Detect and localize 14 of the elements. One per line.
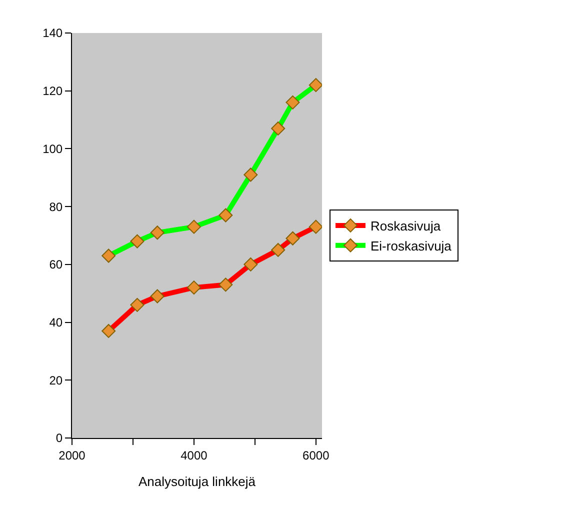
legend-label: Roskasivuja bbox=[370, 218, 442, 234]
x-tick-label: 4000 bbox=[180, 448, 208, 462]
y-tick-label: 80 bbox=[49, 200, 63, 214]
y-tick-label: 140 bbox=[42, 26, 63, 40]
y-tick-label: 40 bbox=[49, 315, 63, 330]
y-tick-label: 0 bbox=[56, 431, 63, 446]
y-tick-label: 120 bbox=[42, 84, 63, 98]
x-axis-title: Analysoituja linkkejä bbox=[138, 474, 256, 489]
x-tick-label: 2000 bbox=[58, 448, 86, 462]
legend-label: Ei-roskasivuja bbox=[370, 238, 452, 254]
y-tick-label: 100 bbox=[42, 142, 63, 156]
y-tick-label: 20 bbox=[49, 373, 63, 388]
y-tick-label: 60 bbox=[49, 258, 63, 272]
x-tick-label: 6000 bbox=[302, 448, 330, 462]
